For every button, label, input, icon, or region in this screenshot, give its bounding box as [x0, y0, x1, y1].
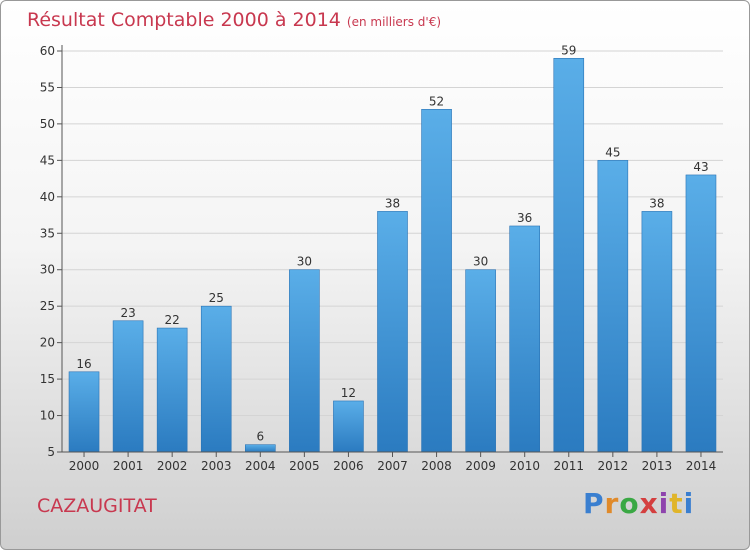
bar-value-label: 16	[76, 357, 91, 371]
bar-value-label: 45	[605, 145, 620, 159]
bar	[289, 269, 320, 453]
bar	[377, 211, 408, 453]
x-tick-label: 2010	[509, 459, 540, 473]
bar	[112, 320, 144, 453]
y-tick-label: 40	[40, 190, 55, 204]
y-axis-ticks: 5 10 15 20 25 30 35 40 45 50 55 60	[40, 44, 62, 459]
x-tick-label: 2008	[421, 459, 452, 473]
y-tick-label: 10	[40, 409, 55, 423]
logo-letter: r	[604, 487, 620, 520]
bar-value-label: 38	[649, 196, 664, 210]
y-tick-label: 20	[40, 336, 55, 350]
y-tick-label: 15	[40, 372, 55, 386]
bar	[509, 225, 541, 453]
bar	[553, 57, 585, 453]
y-tick-label: 55	[40, 80, 55, 94]
y-tick-label: 25	[40, 299, 55, 313]
bar-value-label: 36	[517, 211, 532, 225]
x-tick-label: 2014	[686, 459, 717, 473]
chart-title: Résultat Comptable 2000 à 2014 (en millie…	[27, 9, 441, 31]
x-tick-label: 2000	[69, 459, 100, 473]
x-axis-ticks: 2000 2001 2002 2003 2004 2005 2006 2007 2008 2009…	[69, 452, 716, 473]
logo-letter: t	[669, 487, 684, 520]
logo-letter: i	[683, 487, 695, 520]
bar-value-label: 22	[165, 313, 180, 327]
bar	[245, 444, 276, 453]
x-tick-label: 2005	[289, 459, 320, 473]
bar	[68, 371, 100, 453]
x-tick-label: 2001	[113, 459, 144, 473]
bar	[421, 109, 452, 453]
y-tick-label: 30	[40, 263, 55, 277]
commune-name: CAZAUGITAT	[37, 495, 157, 517]
logo-letter: i	[658, 487, 670, 520]
x-tick-label: 2003	[201, 459, 232, 473]
x-tick-label: 2002	[157, 459, 188, 473]
y-tick-label: 35	[40, 226, 55, 240]
bar-value-label: 12	[341, 386, 356, 400]
x-tick-label: 2011	[553, 459, 584, 473]
x-tick-label: 2012	[598, 459, 629, 473]
y-tick-label: 50	[40, 117, 55, 131]
bar-value-label: 30	[473, 255, 488, 269]
bar	[333, 400, 364, 453]
bar	[685, 174, 717, 453]
bars: 16 23 22 25 6 30 12 38 52 30 36 59 45 38 43	[68, 43, 717, 453]
proxiti-logo: Proxiti	[583, 487, 694, 520]
bar-value-label: 6	[256, 430, 264, 444]
bar	[597, 160, 629, 453]
bar-value-label: 30	[297, 255, 312, 269]
bar-value-label: 25	[209, 291, 224, 305]
y-tick-label: 45	[40, 153, 55, 167]
title-unit: (en milliers d'€)	[346, 15, 442, 29]
x-tick-label: 2009	[465, 459, 496, 473]
axes	[61, 45, 723, 453]
x-tick-label: 2006	[333, 459, 364, 473]
x-tick-label: 2013	[642, 459, 673, 473]
y-tick-label: 5	[47, 445, 55, 459]
x-tick-label: 2007	[377, 459, 408, 473]
bar-value-label: 23	[120, 306, 135, 320]
bar-value-label: 38	[385, 196, 400, 210]
logo-letter: x	[639, 487, 659, 520]
bar-value-label: 52	[429, 94, 444, 108]
bar-value-label: 59	[561, 43, 576, 57]
y-tick-label: 60	[40, 44, 55, 58]
bar	[465, 269, 496, 453]
bar	[641, 211, 673, 453]
title-text: Résultat Comptable 2000 à 2014	[27, 9, 341, 31]
logo-letter: P	[583, 487, 605, 520]
bar	[200, 305, 232, 453]
x-tick-label: 2004	[245, 459, 276, 473]
bar	[156, 327, 188, 453]
logo-letter: o	[619, 487, 640, 520]
bar-value-label: 43	[693, 160, 708, 174]
